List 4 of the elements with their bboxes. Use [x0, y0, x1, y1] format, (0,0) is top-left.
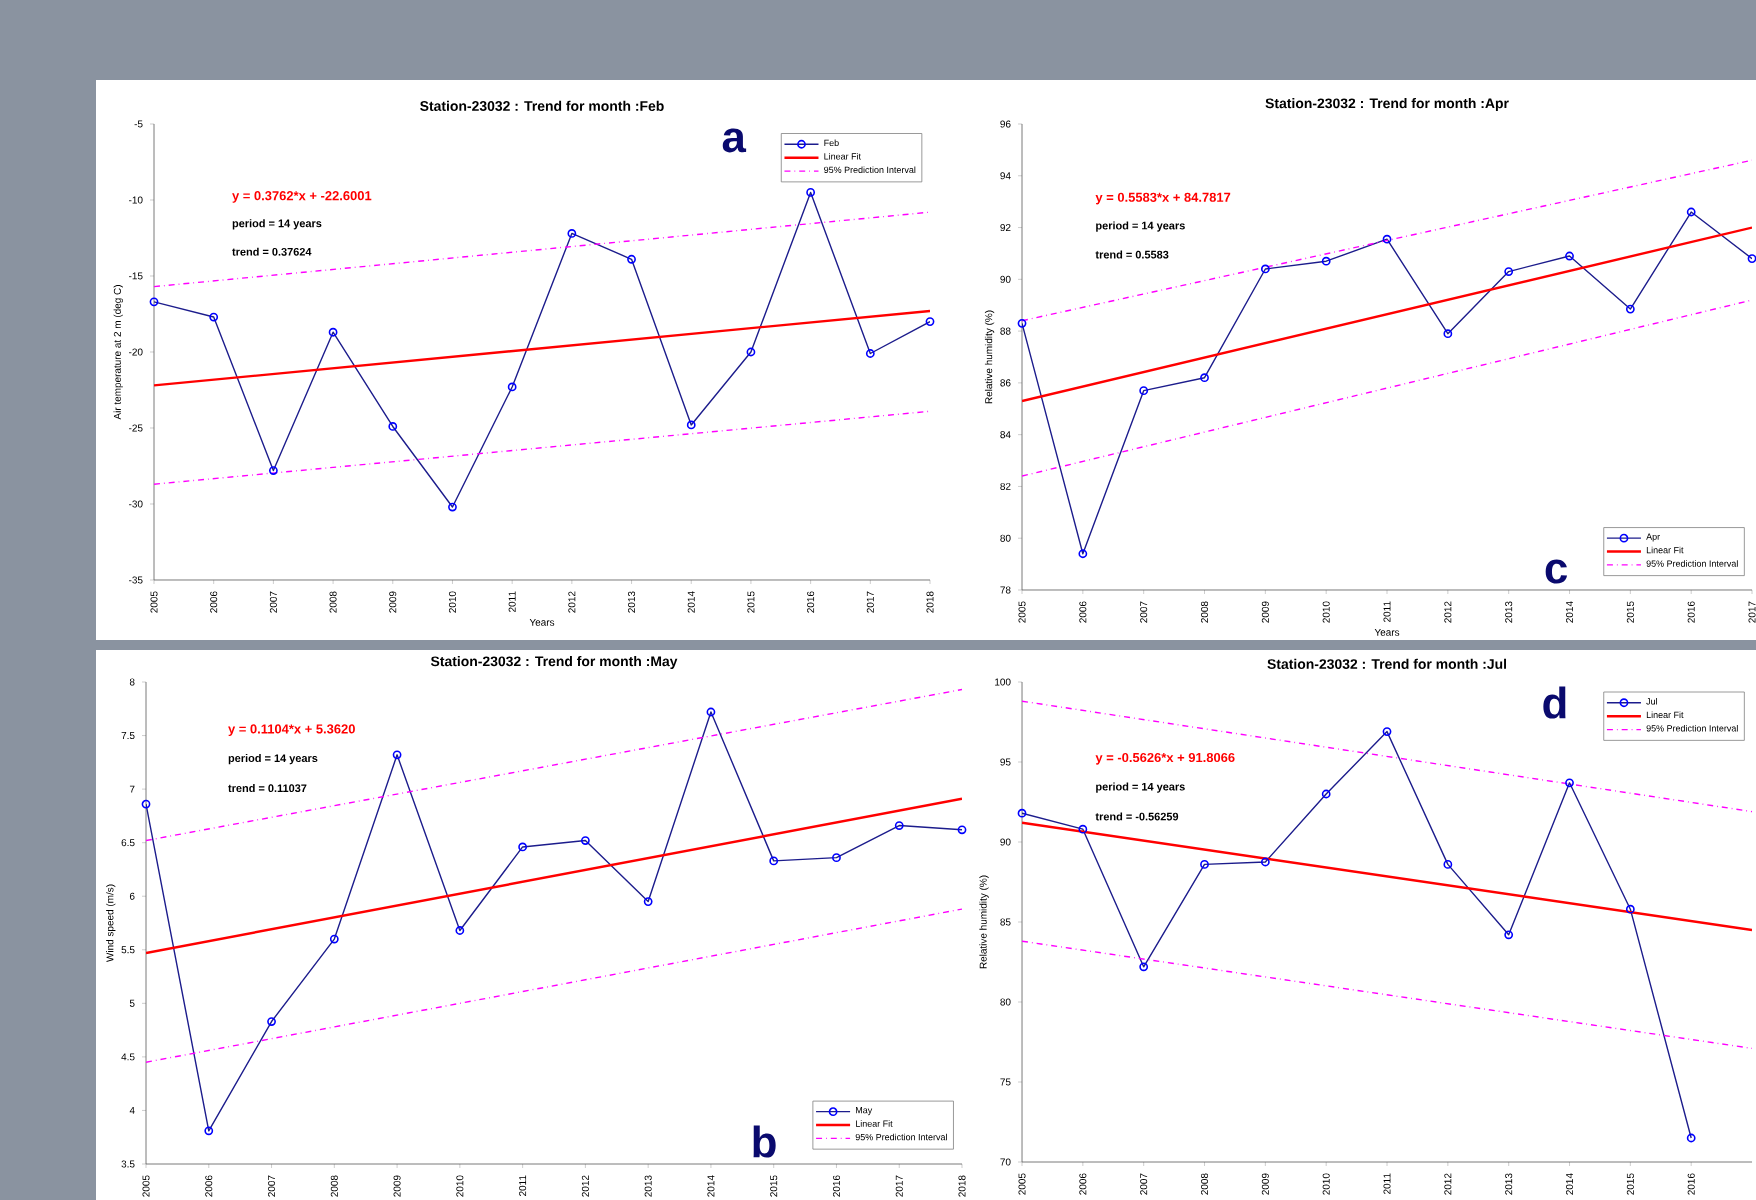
annotation: c	[1545, 559, 1568, 584]
annotation: b	[753, 1125, 776, 1158]
annotation: a	[722, 128, 747, 153]
annotation: d	[1543, 686, 1566, 719]
